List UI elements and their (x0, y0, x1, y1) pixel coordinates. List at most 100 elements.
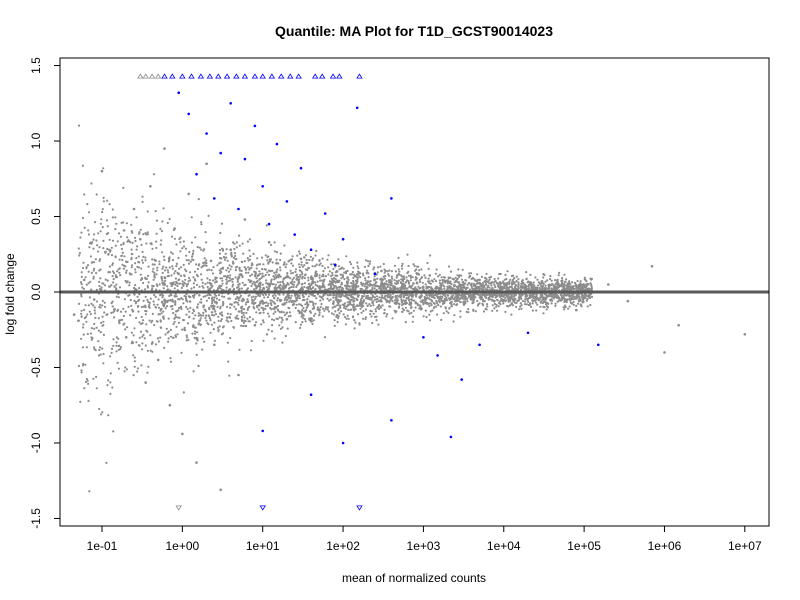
data-point (234, 297, 237, 301)
data-point (395, 301, 398, 304)
data-point (99, 331, 102, 334)
data-point (463, 295, 466, 298)
data-point (347, 288, 350, 291)
data-point (464, 279, 467, 282)
data-point (92, 275, 95, 278)
data-point (199, 324, 202, 327)
data-point (284, 266, 287, 269)
data-point (521, 279, 524, 282)
data-point (510, 313, 513, 316)
data-point (557, 285, 560, 289)
data-point (101, 411, 104, 414)
data-point (434, 280, 438, 283)
data-point (150, 321, 153, 324)
data-point (111, 386, 114, 389)
data-point (512, 280, 515, 283)
data-point (103, 301, 106, 304)
data-point (115, 336, 118, 339)
data-point (167, 337, 170, 340)
data-point (270, 282, 273, 285)
data-point (531, 302, 534, 305)
data-point (131, 231, 134, 234)
data-point (148, 319, 151, 322)
data-point (146, 210, 149, 213)
data-point (566, 287, 569, 291)
data-point (299, 274, 302, 277)
data-point (345, 305, 348, 308)
data-point (404, 293, 407, 297)
data-point (119, 274, 122, 277)
data-point (249, 274, 252, 277)
data-point (319, 279, 322, 282)
data-point (383, 311, 386, 315)
data-point (195, 273, 198, 276)
data-point (205, 259, 208, 262)
data-point (589, 303, 592, 307)
data-point (544, 301, 548, 304)
x-tick-label: 1e+03 (407, 539, 441, 553)
data-point (471, 277, 474, 280)
data-point (145, 277, 148, 280)
data-point (439, 305, 442, 308)
data-point (390, 275, 393, 278)
data-point (118, 258, 121, 261)
data-point (336, 286, 339, 289)
data-point (515, 280, 518, 283)
data-point (525, 271, 528, 274)
data-point (267, 302, 270, 305)
data-point (280, 316, 283, 319)
data-point (265, 301, 268, 304)
data-point (341, 303, 344, 306)
data-point (466, 297, 469, 300)
data-point (470, 285, 473, 288)
data-point (561, 282, 564, 285)
data-point (410, 298, 413, 301)
data-point (250, 284, 253, 288)
data-point (360, 281, 363, 284)
data-point (166, 305, 169, 308)
data-point (102, 196, 105, 199)
data-point (267, 328, 270, 331)
data-point (301, 294, 304, 297)
data-point (389, 299, 392, 302)
data-point (299, 275, 302, 278)
data-point (135, 248, 138, 251)
data-point (525, 294, 528, 297)
data-point (565, 284, 568, 287)
data-point (93, 322, 96, 326)
data-point (248, 294, 251, 297)
data-point (447, 265, 451, 268)
data-point (449, 302, 452, 305)
data-point (122, 307, 125, 310)
data-point (77, 364, 81, 367)
data-point (202, 261, 205, 265)
data-point (285, 200, 289, 203)
data-point (415, 295, 418, 298)
data-point (585, 283, 588, 286)
data-point (476, 273, 479, 276)
data-point (371, 286, 374, 289)
data-point (419, 286, 422, 289)
data-point (520, 304, 523, 307)
data-point (363, 285, 366, 288)
data-point (352, 276, 355, 279)
data-point (553, 294, 557, 297)
data-point (564, 304, 567, 307)
data-point (326, 297, 329, 300)
data-point (191, 258, 194, 261)
data-point (87, 399, 90, 402)
data-point (278, 310, 281, 313)
data-point (574, 282, 577, 285)
data-point (257, 263, 260, 266)
data-point (243, 260, 246, 263)
data-point (481, 302, 484, 305)
data-point (332, 300, 335, 303)
data-point (147, 281, 150, 284)
data-point (125, 271, 128, 274)
data-point (543, 273, 546, 277)
data-point (163, 147, 166, 150)
data-point (205, 314, 208, 317)
data-point (388, 269, 391, 272)
data-point (298, 281, 301, 284)
